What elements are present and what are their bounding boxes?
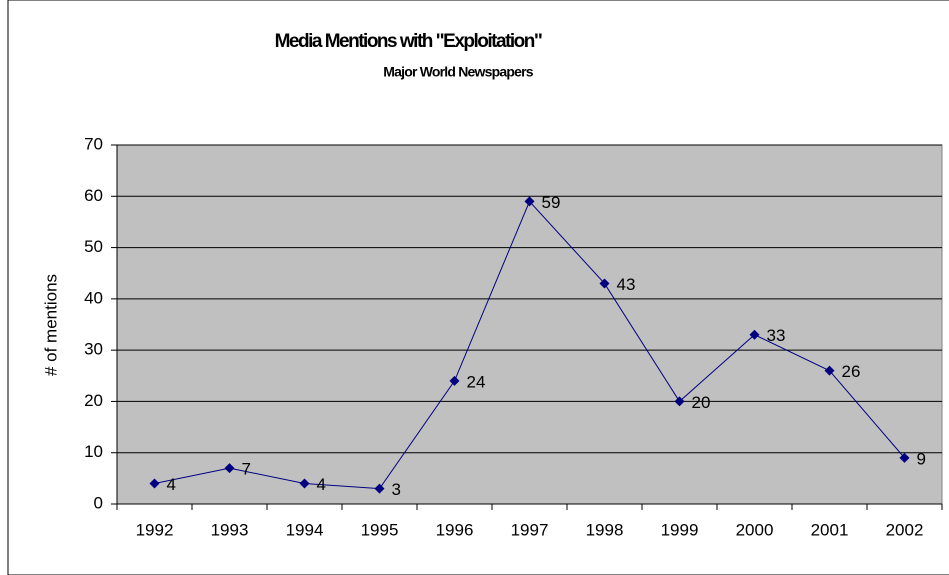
- x-tick-label: 2001: [811, 520, 849, 539]
- data-label: 4: [167, 475, 176, 494]
- marker: [374, 483, 385, 494]
- x-tick-label: 1996: [436, 520, 474, 539]
- x-tick-label: 2000: [736, 520, 774, 539]
- marker: [524, 196, 535, 207]
- y-tick-label: 70: [84, 134, 103, 153]
- data-label: 20: [692, 393, 711, 412]
- data-label: 9: [917, 449, 926, 468]
- y-tick-label: 10: [84, 442, 103, 461]
- x-tick-label: 1998: [586, 520, 624, 539]
- chart-subtitle: Major World Newspapers: [383, 64, 533, 80]
- data-label: 7: [242, 460, 251, 479]
- x-tick-label: 2002: [886, 520, 924, 539]
- data-label: 3: [392, 480, 401, 499]
- y-tick-label: 30: [84, 340, 103, 359]
- data-label: 26: [842, 362, 861, 381]
- marker: [899, 452, 910, 463]
- x-tick-label: 1999: [661, 520, 699, 539]
- data-label: 59: [542, 193, 561, 212]
- data-label: 24: [467, 372, 486, 391]
- marker: [599, 278, 610, 289]
- chart-title: Media Mentions with "Exploitation": [275, 31, 542, 52]
- marker: [299, 478, 310, 489]
- data-label: 4: [317, 475, 326, 494]
- data-label: 33: [767, 326, 786, 345]
- x-tick-label: 1993: [211, 520, 249, 539]
- y-axis-label: # of mentions: [41, 274, 60, 376]
- y-tick-label: 40: [84, 288, 103, 307]
- y-tick-label: 60: [84, 186, 103, 205]
- marker: [824, 365, 835, 376]
- marker: [449, 375, 460, 386]
- marker: [749, 329, 760, 340]
- x-tick-label: 1997: [511, 520, 549, 539]
- y-tick-label: 20: [84, 391, 103, 410]
- y-tick-label: 0: [94, 493, 103, 512]
- chart-border: [7, 0, 949, 575]
- marker: [224, 463, 235, 474]
- marker: [149, 478, 160, 489]
- marker: [674, 396, 685, 407]
- y-tick-label: 50: [84, 237, 103, 256]
- x-tick-label: 1994: [286, 520, 324, 539]
- data-label: 43: [617, 275, 636, 294]
- x-tick-label: 1995: [361, 520, 399, 539]
- x-tick-label: 1992: [136, 520, 174, 539]
